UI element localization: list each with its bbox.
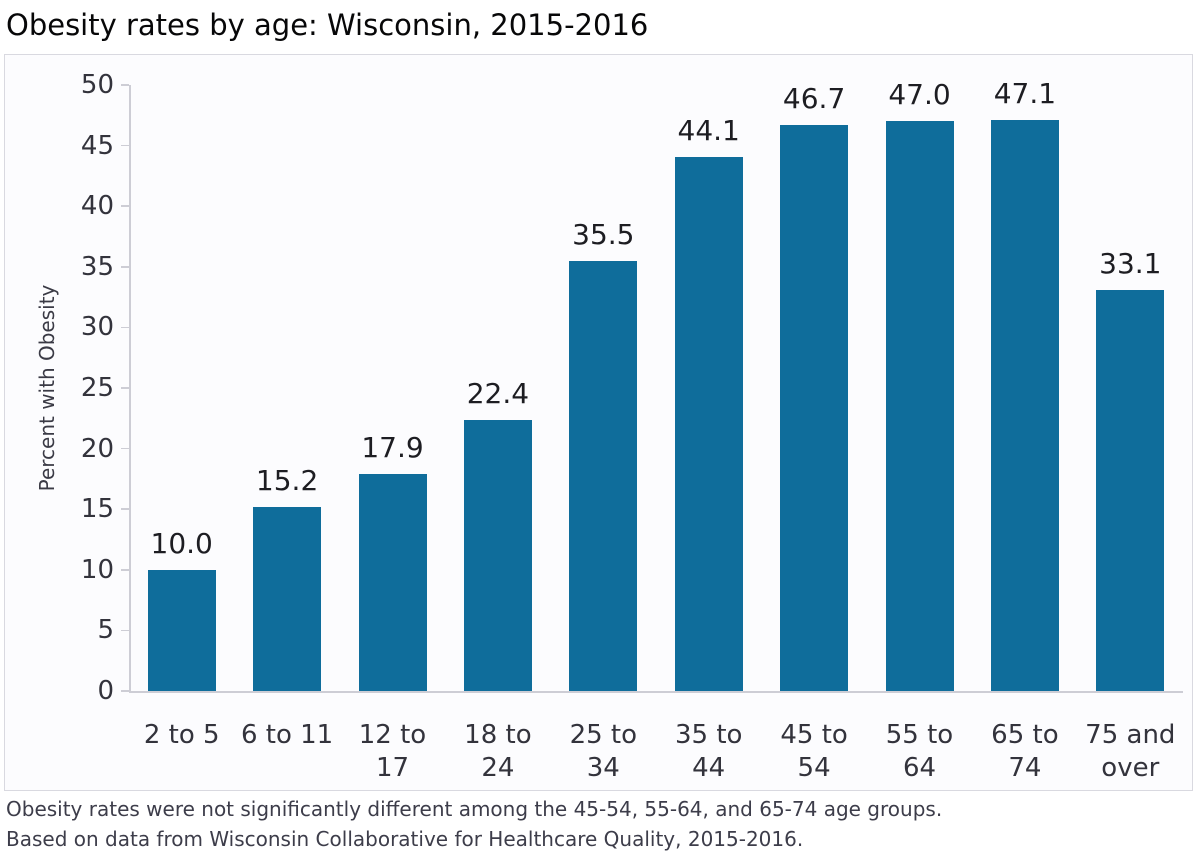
bar-value-label: 44.1 <box>677 113 740 147</box>
bar-value-label: 46.7 <box>782 81 846 115</box>
y-tick-mark <box>121 266 129 268</box>
footnote-line-1: Obesity rates were not significantly dif… <box>6 797 943 821</box>
y-tick-mark <box>121 205 129 207</box>
bar <box>780 124 849 691</box>
y-tick-label: 20 <box>80 433 114 464</box>
x-tick-label: 6 to 11 <box>240 720 334 750</box>
x-tick-label: 35 to 44 <box>674 720 743 783</box>
x-axis-baseline <box>129 691 1183 693</box>
y-tick-label: 30 <box>80 312 114 343</box>
bar-value-label: 15.2 <box>255 463 319 497</box>
y-tick-mark <box>121 447 129 450</box>
bar-value-label: 33.1 <box>1099 246 1162 280</box>
y-tick-mark <box>121 326 129 329</box>
bar <box>569 260 638 691</box>
y-axis-line <box>129 85 131 691</box>
bar-value-label: 17.9 <box>361 431 424 465</box>
x-tick-label: 2 to 5 <box>143 720 220 750</box>
y-tick-label: 40 <box>80 191 114 222</box>
bar <box>990 120 1059 691</box>
bar <box>147 569 216 691</box>
y-tick-label: 10 <box>80 554 114 585</box>
bar <box>253 506 322 691</box>
x-tick-label: 25 to 34 <box>569 720 638 783</box>
y-tick-label: 25 <box>80 373 114 403</box>
x-tick-label: 45 to 54 <box>780 720 848 783</box>
bar-value-label: 10.0 <box>150 526 213 560</box>
footnote-line-2: Based on data from Wisconsin Collaborati… <box>6 827 804 851</box>
x-tick-label: 75 and over <box>1085 720 1176 783</box>
bar <box>674 156 743 691</box>
bar-value-label: 35.5 <box>572 217 635 251</box>
y-tick-label: 35 <box>80 251 114 282</box>
y-tick-mark <box>121 690 129 692</box>
bar <box>1096 289 1165 691</box>
x-tick-label: 55 to 64 <box>885 720 954 783</box>
y-tick-label: 15 <box>80 494 114 525</box>
bar-value-label: 22.4 <box>466 376 530 410</box>
y-tick-label: 50 <box>80 70 114 100</box>
y-tick-mark <box>121 144 129 147</box>
bar-value-label: 47.0 <box>888 78 951 112</box>
bar <box>885 121 954 691</box>
y-tick-mark <box>121 569 129 571</box>
bar <box>463 419 532 691</box>
chart-panel: Percent with Obesity 0 5 10 15 20 25 30 35 40 45 5… <box>4 54 1193 791</box>
y-tick-label: 5 <box>97 615 114 646</box>
y-tick-mark <box>121 629 129 632</box>
y-tick-label: 45 <box>80 130 114 161</box>
y-tick-mark <box>121 387 129 389</box>
x-tick-label: 12 to 17 <box>358 720 427 783</box>
bar <box>358 474 427 691</box>
footnote-block: Obesity rates were not significantly dif… <box>6 794 942 854</box>
y-tick-mark <box>121 508 129 510</box>
y-tick-mark <box>121 84 129 86</box>
bar-value-label: 47.1 <box>993 77 1057 111</box>
y-tick-label: 0 <box>97 676 114 706</box>
x-tick-label: 65 to 74 <box>991 720 1059 783</box>
chart-title: Obesity rates by age: Wisconsin, 2015-20… <box>6 8 649 42</box>
x-tick-label: 18 to 24 <box>464 720 532 783</box>
